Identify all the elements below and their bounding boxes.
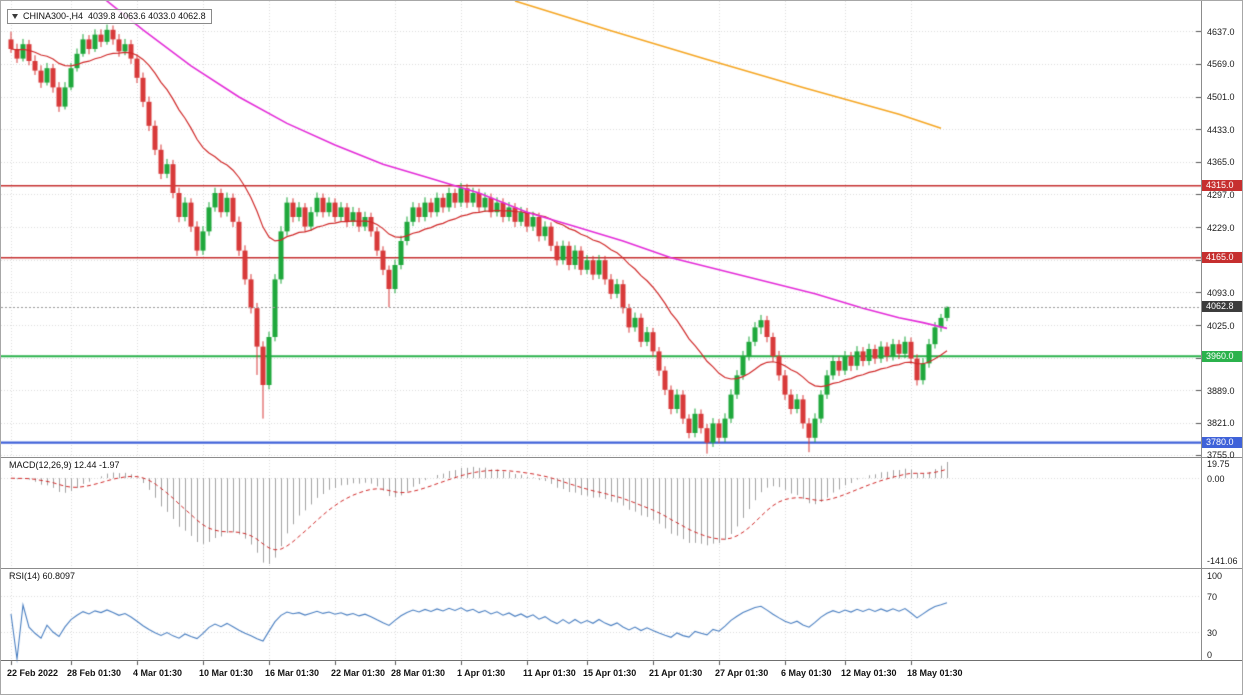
rsi-panel-separator[interactable] <box>1 568 1242 569</box>
trade-panel-toggle-icon[interactable] <box>12 13 18 19</box>
time-tick-label: 28 Mar 01:30 <box>391 668 446 678</box>
macd-indicator-label: MACD(12,26,9) 12.44 -1.97 <box>9 460 120 470</box>
ohlc-values-label: 4039.8 4063.6 4033.0 4062.8 <box>88 11 206 21</box>
price-tick-label: 4025.0 <box>1207 320 1235 331</box>
time-tick-label: 11 Apr 01:30 <box>523 668 576 678</box>
price-tick-label: 4365.0 <box>1207 157 1235 168</box>
time-tick-label: 4 Mar 01:30 <box>133 668 183 678</box>
rsi-axis-100-label: 100 <box>1207 571 1223 581</box>
price-tick-label: 3889.0 <box>1207 385 1235 396</box>
macd-panel-separator[interactable] <box>1 457 1242 458</box>
macd-axis-max-label: 19.75 <box>1207 459 1230 469</box>
price-level-badge: 3960.0 <box>1202 350 1242 362</box>
time-tick-label: 10 Mar 01:30 <box>199 668 254 678</box>
price-tick-label: 4501.0 <box>1207 92 1235 103</box>
price-tick-label: 3755.0 <box>1207 450 1235 461</box>
time-tick-label: 12 May 01:30 <box>841 668 897 678</box>
price-tick-label: 4297.0 <box>1207 189 1235 200</box>
price-tick-label: 4637.0 <box>1207 26 1235 37</box>
rsi-indicator-label: RSI(14) 60.8097 <box>9 571 76 581</box>
time-tick-label: 6 May 01:30 <box>781 668 832 678</box>
time-tick-label: 15 Apr 01:30 <box>583 668 637 678</box>
price-tick-label: 3821.0 <box>1207 418 1235 429</box>
time-tick-label: 1 Apr 01:30 <box>457 668 506 678</box>
chart-canvas[interactable] <box>1 1 1201 694</box>
macd-axis-zero-label: 0.00 <box>1207 474 1225 485</box>
price-tick-label: 4093.0 <box>1207 287 1235 298</box>
time-tick-label: 18 May 01:30 <box>907 668 963 678</box>
price-tick-label: 4229.0 <box>1207 222 1235 233</box>
price-level-badge: 3780.0 <box>1202 437 1242 449</box>
price-level-badge: 4165.0 <box>1202 252 1242 264</box>
price-level-badge: 4315.0 <box>1202 180 1242 192</box>
macd-axis-min-label: -141.06 <box>1207 556 1238 566</box>
symbol-title-box[interactable]: CHINA300-,H4 4039.8 4063.6 4033.0 4062.8 <box>7 9 212 24</box>
time-axis[interactable]: 22 Feb 2022 28 Feb 01:30 4 Mar 01:30 10 Mar… <box>1 661 1242 694</box>
time-tick-label: 27 Apr 01:30 <box>715 668 769 678</box>
time-tick-label: 21 Apr 01:30 <box>649 668 703 678</box>
rsi-axis-0-label: 0 <box>1207 650 1213 660</box>
current-price-badge: 4062.8 <box>1202 301 1242 313</box>
time-tick-label: 22 Feb 2022 <box>7 668 59 678</box>
time-axis-separator <box>1 660 1242 661</box>
price-tick-label: 4433.0 <box>1207 124 1235 135</box>
time-tick-label: 22 Mar 01:30 <box>331 668 386 678</box>
time-tick-label: 28 Feb 01:30 <box>67 668 122 678</box>
rsi-axis-30-label: 30 <box>1207 627 1218 638</box>
price-axis[interactable]: 4637.0 4569.0 4501.0 4433.0 4365.0 4297.0 4229… <box>1201 1 1242 660</box>
rsi-axis-70-label: 70 <box>1207 591 1218 602</box>
time-tick-label: 16 Mar 01:30 <box>265 668 320 678</box>
symbol-period-label: CHINA300-,H4 <box>23 11 84 21</box>
price-tick-label: 4569.0 <box>1207 59 1235 70</box>
